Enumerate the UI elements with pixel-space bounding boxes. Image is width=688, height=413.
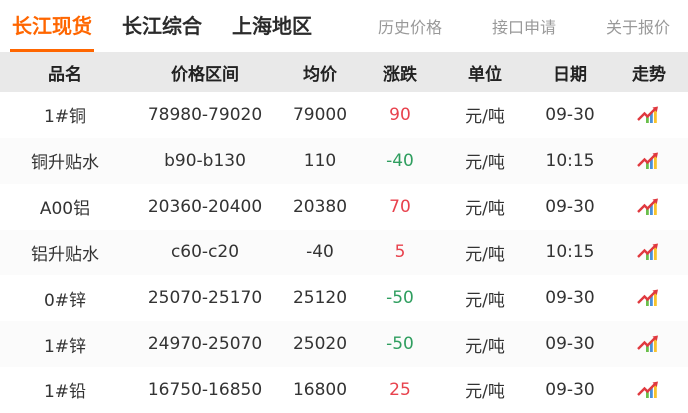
- table-row: 0#锌 25070-25170 25120 -50 元/吨 09-30: [0, 275, 688, 322]
- product-name-cell: 铝升贴水: [31, 244, 99, 265]
- product-name-cell: 1#锌: [43, 336, 87, 357]
- price-range-cell: 16750-16850: [147, 379, 263, 400]
- date-cell: 09-30: [545, 288, 595, 309]
- price-change-cell: -50: [386, 334, 414, 355]
- price-change-cell: 25: [389, 379, 411, 400]
- average-price-cell: 79000: [292, 104, 348, 125]
- trend-cell: [610, 152, 688, 170]
- table-row: 铝升贴水 c60-c20 -40 5 元/吨 10:15: [0, 229, 688, 276]
- top-navigation: 长江现货 长江综合 上海地区 历史价格 接口申请 关于报价: [0, 0, 688, 52]
- trend-chart-icon[interactable]: [637, 381, 661, 399]
- average-price-cell: 20380: [292, 196, 348, 217]
- trend-chart-icon[interactable]: [637, 243, 661, 261]
- trend-cell: [610, 381, 688, 399]
- column-header-date: 日期: [553, 64, 587, 85]
- date-cell: 09-30: [545, 334, 595, 355]
- trend-chart-icon[interactable]: [637, 106, 661, 124]
- link-about-quotes[interactable]: 关于报价: [605, 18, 670, 37]
- trend-cell: [610, 243, 688, 261]
- average-price-cell: 16800: [292, 379, 348, 400]
- average-price-cell: 25120: [292, 288, 348, 309]
- price-change-cell: 70: [389, 196, 411, 217]
- trend-chart-icon[interactable]: [637, 152, 661, 170]
- trend-chart-icon[interactable]: [637, 335, 661, 353]
- unit-cell: 元/吨: [465, 107, 505, 128]
- date-cell: 10:15: [545, 242, 595, 263]
- unit-cell: 元/吨: [465, 336, 505, 357]
- column-header-average: 均价: [303, 64, 337, 85]
- table-row: 1#铅 16750-16850 16800 25 元/吨 09-30: [0, 367, 688, 413]
- date-cell: 09-30: [545, 379, 595, 400]
- tab-changjiang-spot[interactable]: 长江现货: [10, 0, 94, 52]
- product-name-cell: 1#铜: [43, 107, 87, 128]
- product-name-cell: A00铝: [39, 199, 91, 220]
- unit-cell: 元/吨: [465, 199, 505, 220]
- column-header-price-range: 价格区间: [171, 64, 239, 85]
- average-price-cell: 110: [303, 150, 337, 171]
- unit-cell: 元/吨: [465, 290, 505, 311]
- trend-chart-icon[interactable]: [637, 289, 661, 307]
- trend-cell: [610, 198, 688, 216]
- price-range-cell: 24970-25070: [147, 334, 263, 355]
- date-cell: 09-30: [545, 196, 595, 217]
- unit-cell: 元/吨: [465, 153, 505, 174]
- link-api-apply[interactable]: 接口申请: [491, 18, 556, 37]
- table-row: A00铝 20360-20400 20380 70 元/吨 09-30: [0, 183, 688, 230]
- unit-cell: 元/吨: [465, 244, 505, 265]
- column-header-product: 品名: [48, 64, 82, 85]
- price-range-cell: 25070-25170: [147, 288, 263, 309]
- price-change-cell: 5: [394, 242, 406, 263]
- link-history-prices[interactable]: 历史价格: [377, 18, 442, 37]
- price-range-cell: b90-b130: [164, 150, 246, 171]
- column-header-trend: 走势: [632, 64, 666, 85]
- table-row: 铜升贴水 b90-b130 110 -40 元/吨 10:15: [0, 137, 688, 184]
- column-header-unit: 单位: [468, 64, 502, 85]
- price-range-cell: 20360-20400: [147, 196, 263, 217]
- trend-cell: [610, 289, 688, 307]
- price-change-cell: -50: [386, 288, 414, 309]
- price-range-cell: c60-c20: [170, 242, 240, 263]
- table-row: 1#锌 24970-25070 25020 -50 元/吨 09-30: [0, 321, 688, 368]
- table-body: 1#铜 78980-79020 79000 90 元/吨 09-30 铜升贴水 …: [0, 92, 688, 413]
- average-price-cell: -40: [306, 242, 334, 263]
- price-range-cell: 78980-79020: [147, 104, 263, 125]
- average-price-cell: 25020: [292, 334, 348, 355]
- unit-cell: 元/吨: [465, 382, 505, 403]
- product-name-cell: 1#铅: [43, 382, 87, 403]
- product-name-cell: 0#锌: [43, 290, 87, 311]
- date-cell: 09-30: [545, 104, 595, 125]
- tab-shanghai-area[interactable]: 上海地区: [232, 14, 312, 38]
- table-row: 1#铜 78980-79020 79000 90 元/吨 09-30: [0, 92, 688, 138]
- tab-changjiang-composite[interactable]: 长江综合: [122, 14, 202, 38]
- price-change-cell: 90: [389, 104, 411, 125]
- trend-cell: [610, 335, 688, 353]
- date-cell: 10:15: [545, 150, 595, 171]
- trend-cell: [610, 106, 688, 124]
- price-change-cell: -40: [386, 150, 414, 171]
- column-header-change: 涨跌: [383, 64, 417, 85]
- product-name-cell: 铜升贴水: [31, 153, 99, 174]
- trend-chart-icon[interactable]: [637, 198, 661, 216]
- nav-links: 历史价格 接口申请 关于报价: [378, 0, 670, 52]
- table-header-row: 品名 价格区间 均价 涨跌 单位 日期 走势: [0, 52, 688, 92]
